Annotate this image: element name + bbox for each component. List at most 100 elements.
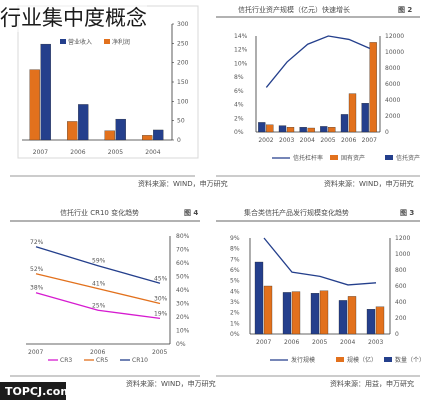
y-tick-label: 4% [234, 102, 244, 109]
y-tick-label: 250 [177, 40, 189, 47]
x-tick-label: 2005 [312, 339, 327, 346]
legend-label: CR10 [132, 357, 148, 364]
y-tick-label: 2% [230, 310, 240, 317]
x-tick-label: 2002 [258, 137, 273, 144]
bar-净利润-2004 [153, 129, 164, 141]
chart-header: 信托行业 CR10 变化趋势 [60, 208, 139, 217]
y-tick-label: 9% [230, 235, 240, 242]
bar-信托资产-2006 [340, 114, 349, 133]
bar-信托资产-2005 [320, 126, 328, 133]
y-tick-label: 80% [176, 233, 190, 240]
data-label: 52% [30, 266, 44, 273]
bar-规模（亿）-2005 [319, 290, 329, 335]
bar-固有资产-2006 [348, 93, 357, 133]
legend-label: 发行规模 [291, 356, 315, 364]
page-title: 行业集中度概念 [0, 2, 147, 32]
bar-信托资产-2003 [278, 125, 287, 133]
y-tick-label: 20% [176, 314, 190, 321]
y-tick-label: 4% [230, 288, 240, 295]
chart-topright: 图 2 信托行业资产规模（亿元）快速增长 14% 12% 10% 8% 6% 4% 2% 0%… [212, 0, 426, 188]
plot-area: 300 250 200 150 100 50 0 2007 2006 2005 2004 营业收入 净利… [22, 21, 189, 156]
plot-area: 80% 70% 60% 50% 40% 30% 20% 10% 0% 2007 2006 2005 72… [26, 233, 190, 364]
x-tick-label: 2007 [362, 137, 377, 144]
legend-label: 固有资产 [341, 154, 365, 162]
source-footer: 资料来源：WIND，申万研究 [138, 179, 228, 188]
bar-数量（个）-2006 [282, 292, 292, 335]
y-tick-label: 1200 [395, 235, 410, 242]
source-footer: 资料来源：WIND，申万研究 [126, 379, 216, 388]
legend-swatch [385, 155, 393, 160]
y-tick-label: 0% [230, 331, 240, 338]
y-tick-label: 12% [234, 47, 248, 54]
y-tick-label: 1000 [395, 251, 410, 258]
x-tick-label: 2007 [33, 149, 48, 156]
bar-固有资产-2005 [328, 127, 336, 133]
x-tick-label: 2005 [108, 149, 123, 156]
y-tick-label: 200 [177, 60, 189, 67]
figure-number: 图 2 [398, 5, 412, 14]
bar-规模（亿）-2004 [347, 296, 357, 335]
figure-number: 图 4 [184, 208, 198, 217]
y-tick-label: 14% [234, 33, 248, 40]
y-tick-label: 2% [234, 115, 244, 122]
y-tick-label: 600 [395, 283, 407, 290]
y-tick-label: 7% [230, 256, 240, 263]
x-tick-label: 2004 [145, 149, 160, 156]
data-label: 41% [92, 281, 106, 288]
x-tick-label: 2003 [279, 137, 294, 144]
y-tick-label: 8% [234, 74, 244, 81]
bar-固有资产-2003 [286, 127, 295, 133]
line-CR3 [35, 292, 161, 319]
data-label: 30% [154, 296, 168, 303]
x-tick-label: 2005 [320, 137, 335, 144]
y-tick-label: 150 [177, 79, 189, 86]
legend-label: 信托资产 [396, 154, 420, 162]
y-tick-label: 400 [395, 299, 407, 306]
y-tick-label: 3% [230, 299, 240, 306]
x-tick-label: 2006 [70, 149, 85, 156]
y-tick-label: 0 [385, 129, 389, 136]
legend-swatch [60, 39, 66, 44]
y-tick-label: 2000 [385, 113, 400, 120]
plot-area: 9% 8% 7% 6% 5% 4% 3% 2% 1% 0% 1200 1000 800 600 400 200… [230, 235, 425, 364]
bar-固有资产-2004 [307, 127, 315, 133]
data-label: 45% [154, 275, 168, 282]
y-tick-label: 5% [230, 278, 240, 285]
panel-bg [212, 0, 426, 176]
y-tick-label: 8% [230, 246, 240, 253]
y-tick-label: 40% [176, 287, 190, 294]
y-tick-label: 200 [395, 315, 407, 322]
x-tick-label: 2007 [28, 349, 43, 356]
chart-header: 集合类信托产品发行规模变化趋势 [244, 208, 349, 217]
legend-label: 信托杠杆率 [293, 154, 323, 162]
y-tick-label: 4000 [385, 97, 400, 104]
x-tick-label: 2005 [152, 349, 167, 356]
chart-bottomright: 图 3 集合类信托产品发行规模变化趋势 9% 8% 7% 6% 5% 4% 3% 2% 1% 0%… [216, 208, 425, 388]
bar-信托资产-2004 [299, 127, 307, 133]
y-tick-label: 0% [234, 129, 244, 136]
y-tick-label: 60% [176, 260, 190, 267]
plot-area: 14% 12% 10% 8% 6% 4% 2% 0% 12000 10000 8000 6000 400… [234, 33, 420, 162]
bar-净利润-2006 [78, 104, 89, 141]
x-tick-label: 2007 [256, 339, 271, 346]
y-tick-label: 800 [395, 267, 407, 274]
data-label: 38% [30, 285, 44, 292]
y-tick-label: 0% [176, 341, 186, 348]
y-tick-label: 8000 [385, 65, 400, 72]
bar-营业收入-2005 [104, 130, 115, 141]
y-tick-label: 30% [176, 301, 190, 308]
bar-信托资产-2002 [258, 122, 266, 133]
y-tick-label: 6000 [385, 81, 400, 88]
line-leverage [265, 35, 370, 88]
y-tick-label: 50% [176, 274, 190, 281]
bar-固有资产-2002 [266, 124, 274, 133]
legend-label: CR3 [60, 357, 72, 364]
source-footer: 资料来源：用益，申万研究 [330, 379, 414, 388]
line-CR5 [35, 273, 161, 305]
y-tick-label: 10% [234, 60, 248, 67]
y-tick-label: 100 [177, 98, 189, 105]
bar-数量（个）-2007 [254, 261, 264, 335]
chart-bottomleft: 图 4 信托行业 CR10 变化趋势 80% 70% 60% 50% 40% 30% 20%… [10, 208, 216, 388]
chart-topleft: 300 250 200 150 100 50 0 2007 2006 2005 2004 营业收入 净利… [10, 5, 228, 188]
